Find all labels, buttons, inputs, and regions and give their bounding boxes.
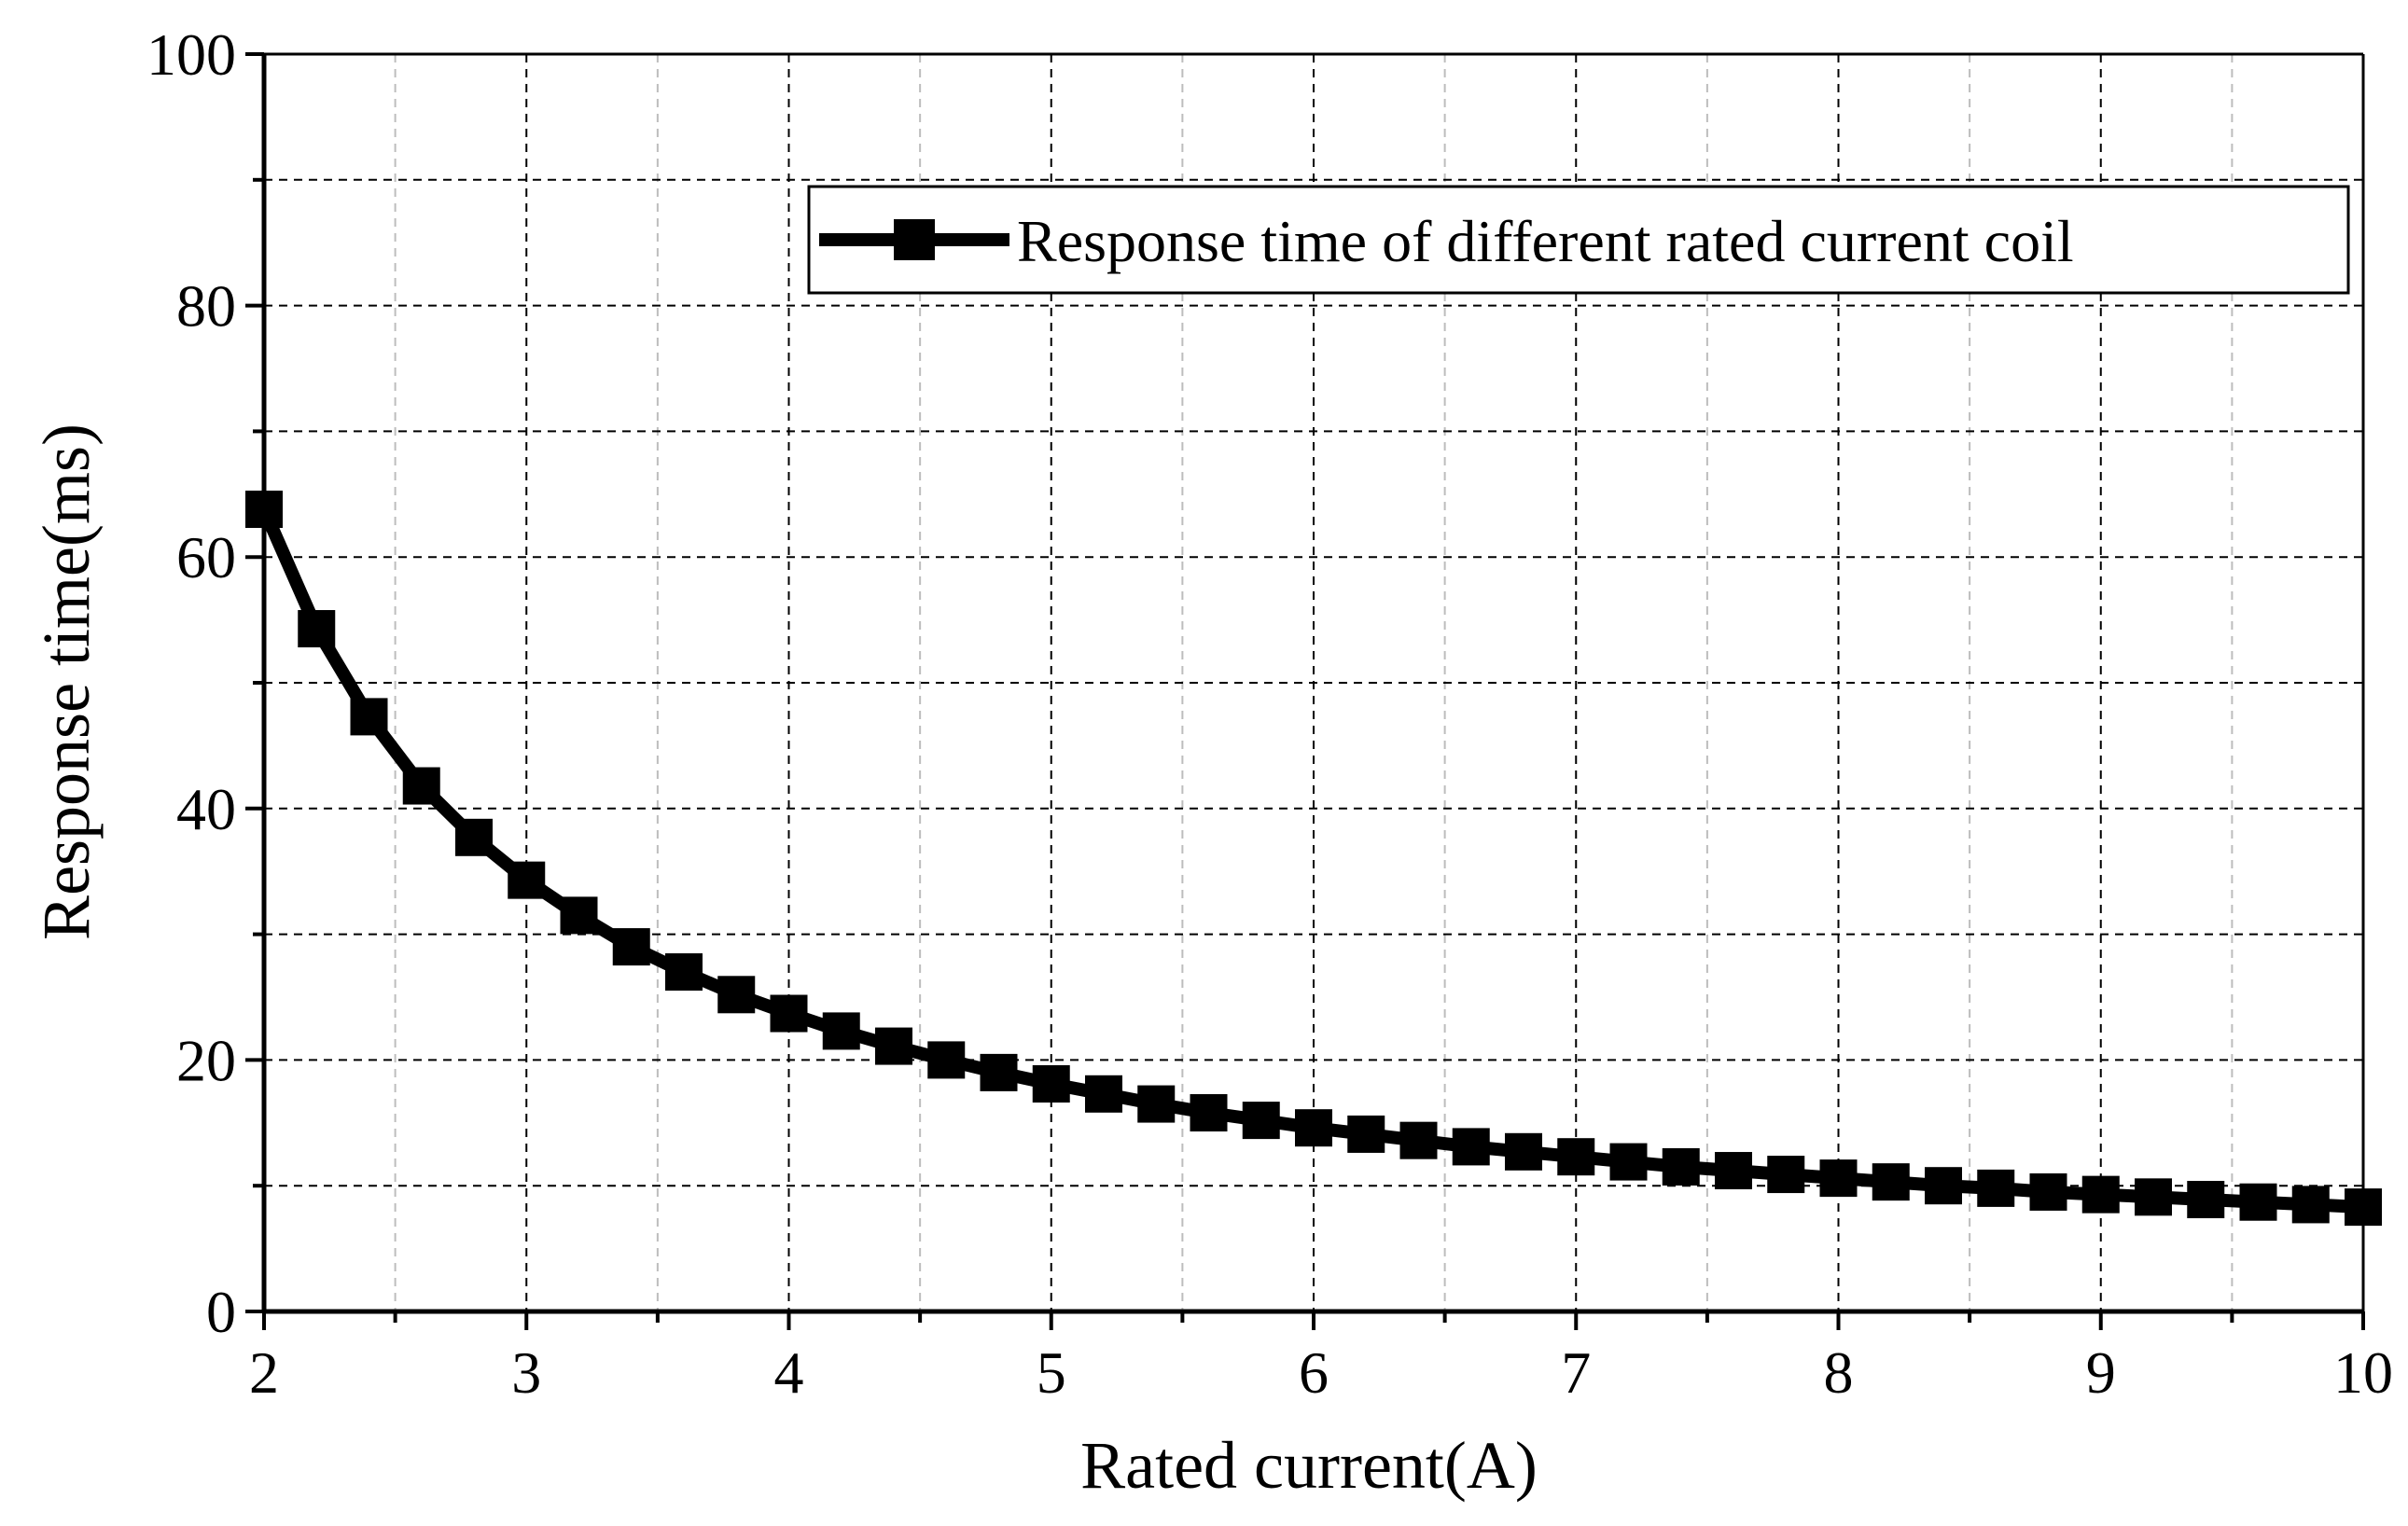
- data-point: [1925, 1167, 1962, 1205]
- data-point: [2081, 1175, 2120, 1214]
- data-point: [508, 861, 546, 899]
- data-point: [612, 928, 650, 966]
- legend-label: Response time of different rated current…: [1017, 208, 2074, 274]
- x-tick-label: 10: [2333, 1339, 2393, 1406]
- y-tick-label: 20: [176, 1027, 236, 1093]
- data-point: [1662, 1147, 1700, 1186]
- legend-marker-sample: [894, 219, 935, 260]
- data-point: [455, 818, 493, 856]
- data-point: [350, 698, 388, 736]
- x-tick-label: 9: [2086, 1339, 2116, 1406]
- data-point: [1242, 1102, 1280, 1140]
- data-point: [927, 1041, 966, 1079]
- data-point: [822, 1012, 860, 1050]
- data-point: [1609, 1143, 1648, 1181]
- x-tick-label: 2: [249, 1339, 279, 1406]
- data-point: [1872, 1163, 1910, 1201]
- data-point: [1347, 1115, 1385, 1153]
- legend: Response time of different rated current…: [807, 185, 2350, 295]
- legend-box: [807, 185, 2350, 295]
- x-tick-label: 8: [1824, 1339, 1854, 1406]
- data-point: [1137, 1085, 1176, 1123]
- data-point: [1715, 1152, 1752, 1190]
- y-axis-title: Response time(ms): [29, 423, 104, 940]
- data-point: [717, 976, 756, 1014]
- data-point: [1295, 1109, 1332, 1147]
- x-axis-title: Rated current(A): [1080, 1428, 1538, 1503]
- data-point: [2029, 1172, 2067, 1211]
- x-tick-label: 6: [1299, 1339, 1329, 1406]
- data-point: [560, 896, 598, 935]
- x-tick-label: 5: [1037, 1339, 1066, 1406]
- data-point: [1085, 1075, 1122, 1113]
- data-point: [770, 994, 808, 1033]
- series-layer: [245, 490, 2382, 1227]
- data-point: [2239, 1183, 2277, 1221]
- y-tick-label: 60: [176, 524, 236, 590]
- data-point: [1977, 1169, 2015, 1207]
- x-tick-label: 7: [1561, 1339, 1591, 1406]
- y-tick-label: 0: [206, 1279, 236, 1345]
- data-point: [402, 767, 440, 805]
- data-point: [1032, 1065, 1070, 1103]
- data-point: [1505, 1132, 1542, 1171]
- data-point: [875, 1027, 912, 1065]
- data-point: [1399, 1121, 1438, 1159]
- x-tick-label: 4: [774, 1339, 804, 1406]
- data-point: [298, 610, 336, 648]
- y-tick-label: 40: [176, 776, 236, 842]
- data-point: [665, 953, 703, 992]
- data-point: [2187, 1181, 2225, 1219]
- data-point: [1452, 1128, 1490, 1166]
- data-point: [2291, 1186, 2330, 1224]
- y-tick-label: 100: [146, 21, 236, 88]
- data-point: [1557, 1138, 1595, 1176]
- x-tick-label: 3: [511, 1339, 541, 1406]
- y-tick-label: 80: [176, 273, 236, 340]
- data-point: [1819, 1159, 1858, 1198]
- data-point: [1767, 1156, 1805, 1194]
- data-point: [1190, 1094, 1228, 1132]
- data-point: [2135, 1178, 2172, 1216]
- data-point: [980, 1053, 1018, 1091]
- label-layer: Rated current(A) Response time(ms): [29, 423, 1538, 1503]
